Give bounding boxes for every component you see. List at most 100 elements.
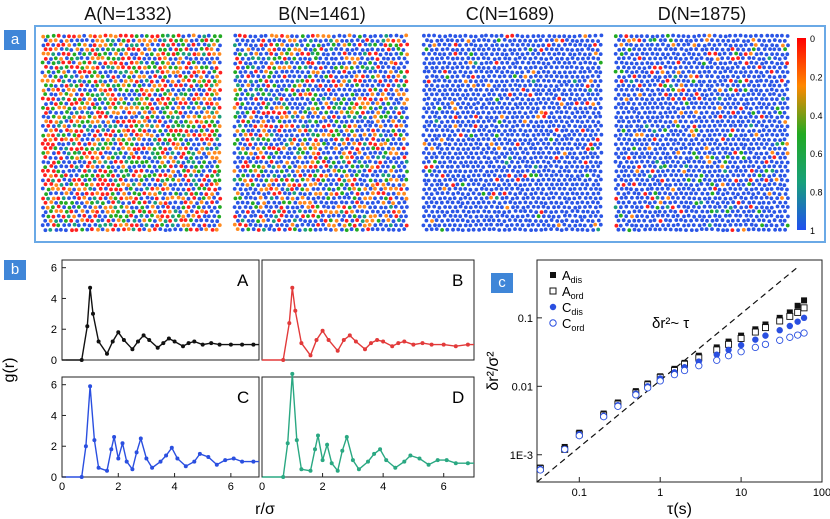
gr-point [231, 456, 236, 461]
gr-plot-label: D [452, 388, 464, 407]
gr-y-tick-label: 4 [51, 293, 57, 305]
gr-plot-b: B [261, 259, 475, 362]
msd-x-tick-label: 10 [735, 487, 747, 499]
gr-point [299, 341, 304, 346]
gr-plot-label: A [237, 271, 249, 290]
gr-point [341, 338, 346, 342]
msd-point [713, 351, 720, 358]
gr-y-tick-label: 4 [51, 410, 57, 422]
colorbar-tick-label: 0.6 [810, 149, 823, 159]
gr-point [453, 461, 458, 466]
gr-x-tick-label: 0 [259, 481, 265, 493]
gr-point [320, 328, 325, 333]
gr-series-line [62, 287, 259, 361]
gr-plot-c: C 0 2 4 6 0 2 4 6 [51, 376, 260, 493]
msd-point [793, 331, 802, 339]
gr-point [369, 341, 373, 346]
msd-point [725, 346, 732, 354]
snapshot-c [421, 33, 604, 233]
msd-point [776, 317, 784, 325]
panel-a-snapshots: 0 0.2 0.4 0.6 0.8 1 [40, 33, 823, 236]
gr-point [134, 450, 139, 455]
gr-point [375, 338, 380, 342]
msd-point [762, 332, 769, 339]
legend-label: Cord [562, 316, 584, 333]
colorbar: 0 0.2 0.4 0.6 0.8 1 [797, 34, 823, 236]
gr-x-tick-label: 2 [115, 481, 121, 493]
gr-point [335, 468, 340, 473]
gr-point [183, 464, 188, 469]
panel-b-xlabel: r/σ [255, 501, 275, 518]
gr-point [155, 345, 160, 350]
legend-label: Adis [562, 268, 583, 285]
gr-point [465, 342, 470, 347]
gr-point [96, 339, 101, 344]
gr-point [217, 342, 222, 347]
msd-point [800, 329, 808, 337]
colorbar-tick-label: 1 [810, 226, 815, 236]
gr-point [251, 459, 256, 464]
msd-x-tick-label: 1 [657, 487, 663, 499]
gr-point [402, 339, 407, 344]
msd-point [786, 322, 794, 330]
gr-point [411, 342, 416, 347]
gr-point [417, 456, 422, 461]
gr-point [130, 347, 135, 352]
gr-plot-frame [61, 259, 260, 361]
gr-point [88, 384, 93, 389]
gr-plot-label: C [237, 388, 249, 407]
msd-point [713, 356, 721, 364]
gr-point [192, 339, 197, 344]
gr-point [112, 435, 117, 439]
msd-series-c-ord: Cord [536, 316, 808, 474]
colorbar-tick-label: 0.2 [810, 72, 823, 82]
gr-point [340, 448, 345, 453]
gr-point [144, 456, 149, 461]
gr-x-tick-label: 2 [320, 481, 326, 493]
snapshot-a [40, 33, 223, 233]
gr-point [169, 445, 174, 450]
msd-point [800, 314, 808, 322]
gr-point [150, 465, 155, 470]
msd-annotation: δr²~ τ [652, 315, 689, 332]
gr-point [105, 468, 109, 473]
gr-point [393, 465, 398, 470]
gr-x-tick-label: 0 [59, 481, 65, 493]
msd-point [656, 377, 664, 385]
msd-point [801, 297, 808, 304]
gr-point [429, 342, 434, 347]
msd-y-tick-label: 0.01 [512, 381, 533, 393]
gr-point [381, 339, 386, 344]
gr-point [329, 461, 334, 466]
gr-point [164, 453, 169, 458]
gr-point [281, 475, 286, 479]
gr-point [353, 339, 358, 344]
gr-y-tick-label: 0 [51, 355, 57, 367]
gr-point [197, 451, 202, 456]
msd-point [561, 445, 569, 453]
gr-point [363, 347, 367, 352]
gr-point [441, 342, 446, 347]
gr-point [314, 338, 319, 342]
legend-label: Cdis [562, 300, 583, 317]
gr-y-tick-label: 2 [51, 324, 57, 336]
msd-point [776, 327, 783, 334]
panel-c-tag: c [491, 273, 513, 293]
gr-point [141, 333, 146, 338]
msd-y-tick-label: 0.1 [518, 313, 533, 325]
gr-point [88, 285, 93, 290]
gr-point [344, 435, 349, 439]
msd-point [751, 343, 759, 352]
panel-c-chart: 0.1 1 10 100 1E-3 0.01 0.1 τ(s) δr²/σ² δr²~ τ Adis… [485, 259, 830, 518]
gr-point [290, 371, 295, 376]
legend-label: Aord [562, 284, 584, 301]
gr-point [420, 341, 425, 346]
colorbar-gradient [797, 38, 806, 230]
gr-point [294, 438, 299, 443]
msd-point [776, 336, 784, 344]
msd-point [762, 324, 769, 332]
msd-point [724, 352, 733, 360]
msd-point [794, 308, 802, 316]
gr-plot-label: B [452, 271, 463, 290]
msd-point [737, 348, 745, 356]
